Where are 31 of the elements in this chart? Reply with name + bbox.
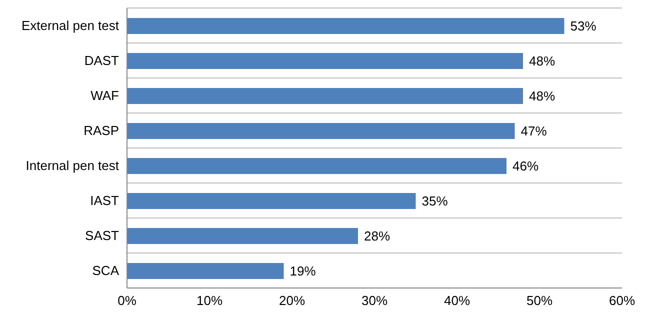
bar [127, 123, 515, 139]
data-label: 28% [364, 228, 390, 244]
data-label: 48% [529, 54, 556, 69]
data-label: 53% [570, 18, 597, 34]
y-tick-label: Internal pen test [26, 158, 120, 174]
bar [127, 263, 284, 279]
x-tick-label: 10% [196, 293, 223, 308]
bar [127, 193, 416, 209]
x-tick-label: 60% [608, 293, 636, 308]
y-tick-label: WAF [90, 88, 120, 104]
data-label: 35% [422, 194, 448, 209]
bar [127, 88, 523, 104]
bar [127, 53, 523, 69]
y-tick-label: SCA [92, 263, 120, 278]
data-label: 48% [529, 88, 556, 104]
y-tick-label: IAST [90, 193, 120, 208]
x-tick-label: 30% [361, 293, 388, 308]
data-label: 46% [512, 158, 539, 174]
data-label: 47% [520, 124, 548, 139]
y-tick-label: RASP [84, 123, 119, 138]
y-tick-label: SAST [85, 228, 120, 244]
x-tick-label: 50% [526, 293, 553, 308]
x-tick-label: 0% [118, 293, 137, 308]
x-tick-label: 20% [278, 293, 306, 308]
x-tick-label: 40% [444, 293, 470, 308]
y-tick-label: External pen test [21, 18, 120, 34]
bar [127, 18, 564, 34]
data-label: 19% [290, 264, 316, 279]
bar [127, 158, 506, 174]
y-tick-label: DAST [84, 53, 120, 68]
bar [127, 228, 358, 244]
